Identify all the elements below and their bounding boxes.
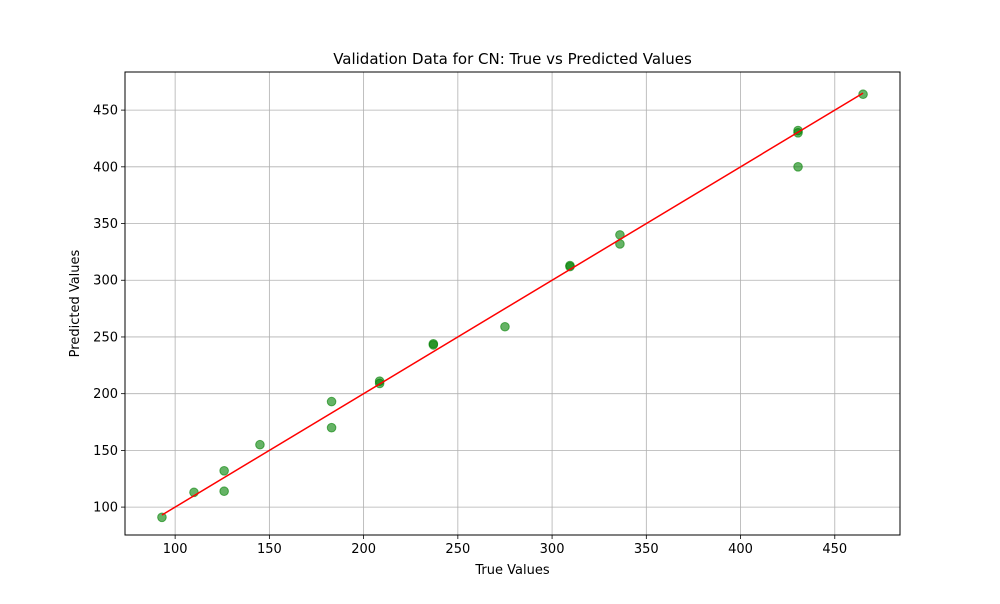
grid [125,72,900,535]
y-axis-label: Predicted Values [68,249,83,357]
y-tick-label: 150 [93,444,118,459]
x-tick-label: 400 [728,542,753,557]
y-tick-label: 100 [93,501,118,516]
data-point [255,439,265,450]
y-tick-label: 450 [93,104,118,119]
axis-ticks: 100 150 200 250 300 350 400 450 100 150 200 250 300 3… [93,104,847,557]
x-axis-label: True Values [474,563,549,578]
chart-title: Validation Data for CN: True vs Predicte… [333,50,692,68]
x-tick-label: 300 [540,542,565,557]
x-tick-label: 150 [257,542,282,557]
x-tick-label: 100 [163,542,188,557]
y-tick-label: 250 [93,330,118,345]
y-tick-label: 400 [93,160,118,175]
axes-frame [124,71,901,536]
plot-area [157,89,868,523]
x-tick-label: 450 [822,542,847,557]
y-tick-label: 200 [93,387,118,402]
reference-line [161,92,864,516]
y-tick-label: 300 [93,274,118,289]
x-tick-label: 200 [351,542,376,557]
data-point [793,162,803,172]
x-tick-label: 250 [445,542,470,557]
data-point [219,486,229,497]
data-point [219,466,229,476]
data-point [326,422,337,433]
data-point [428,340,439,350]
data-point [157,512,167,523]
data-point [858,89,868,100]
data-point [326,396,337,407]
y-tick-label: 350 [93,217,118,232]
data-point [500,321,510,332]
x-tick-label: 350 [634,542,659,557]
